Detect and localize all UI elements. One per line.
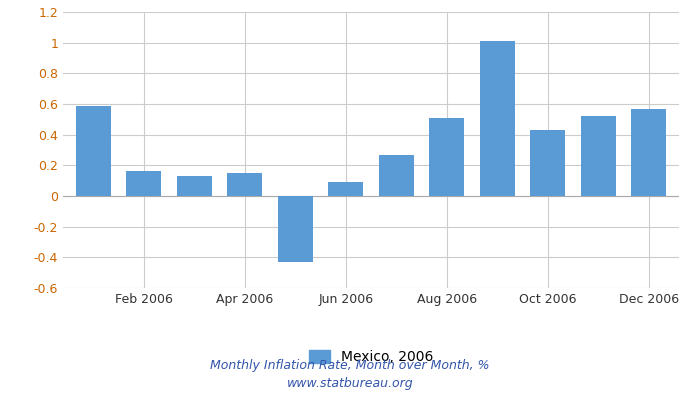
Bar: [480, 41, 515, 196]
Bar: [278, 196, 313, 262]
Bar: [176, 176, 212, 196]
Bar: [126, 172, 162, 196]
Bar: [379, 154, 414, 196]
Text: www.statbureau.org: www.statbureau.org: [287, 378, 413, 390]
Bar: [227, 173, 262, 196]
Text: Monthly Inflation Rate, Month over Month, %: Monthly Inflation Rate, Month over Month…: [210, 360, 490, 372]
Bar: [580, 116, 616, 196]
Bar: [429, 118, 464, 196]
Bar: [631, 109, 666, 196]
Bar: [530, 130, 566, 196]
Bar: [328, 182, 363, 196]
Legend: Mexico, 2006: Mexico, 2006: [303, 345, 439, 370]
Bar: [76, 106, 111, 196]
